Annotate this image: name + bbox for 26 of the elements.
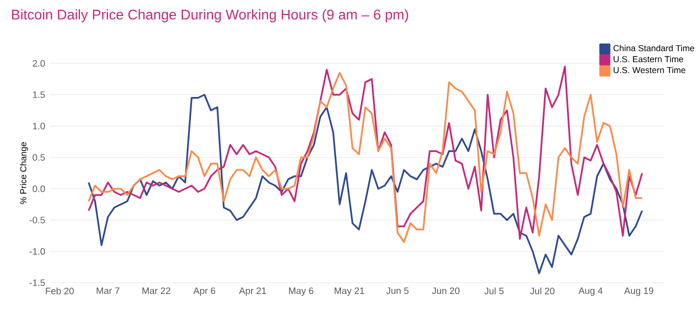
y-tick-label: 1.0 (33, 122, 45, 130)
y-tick-label: 1.5 (33, 91, 45, 98)
x-tick-label: Mar 22 (142, 287, 170, 294)
legend-label: U.S. Eastern Time (614, 56, 684, 62)
x-tick-label: Mar 7 (96, 287, 120, 294)
x-tick-label: Jun 5 (386, 287, 409, 294)
x-tick-label: Aug 4 (578, 287, 603, 296)
legend-label: U.S. Western Time (614, 66, 686, 74)
chart-title: Bitcoin Daily Price Change During Working Hours (9 am – 6 pm) (12, 9, 408, 22)
x-tick-label: Jun 20 (432, 287, 460, 294)
y-axis-title: % Price Change (20, 142, 28, 204)
x-tick-label: Apr 6 (193, 287, 216, 296)
x-tick-label: May 21 (334, 287, 364, 296)
x-tick-label: Jul 5 (484, 287, 504, 294)
y-tick-label: -0.5 (30, 216, 45, 224)
y-tick-label: 2.0 (32, 60, 45, 67)
x-tick-label: Apr 21 (239, 287, 266, 296)
y-tick-label: 0.5 (32, 154, 45, 161)
y-tick-label: -1.5 (30, 279, 45, 286)
x-tick-label: May 6 (289, 287, 314, 296)
legend-label: China Standard Time (613, 44, 694, 52)
x-tick-label: Aug 19 (624, 287, 654, 296)
y-tick-label: -1.0 (30, 248, 45, 255)
x-tick-label: Jul 20 (530, 287, 554, 294)
x-tick-label: Feb 20 (46, 287, 74, 294)
y-tick-label: 0.0 (32, 185, 45, 192)
